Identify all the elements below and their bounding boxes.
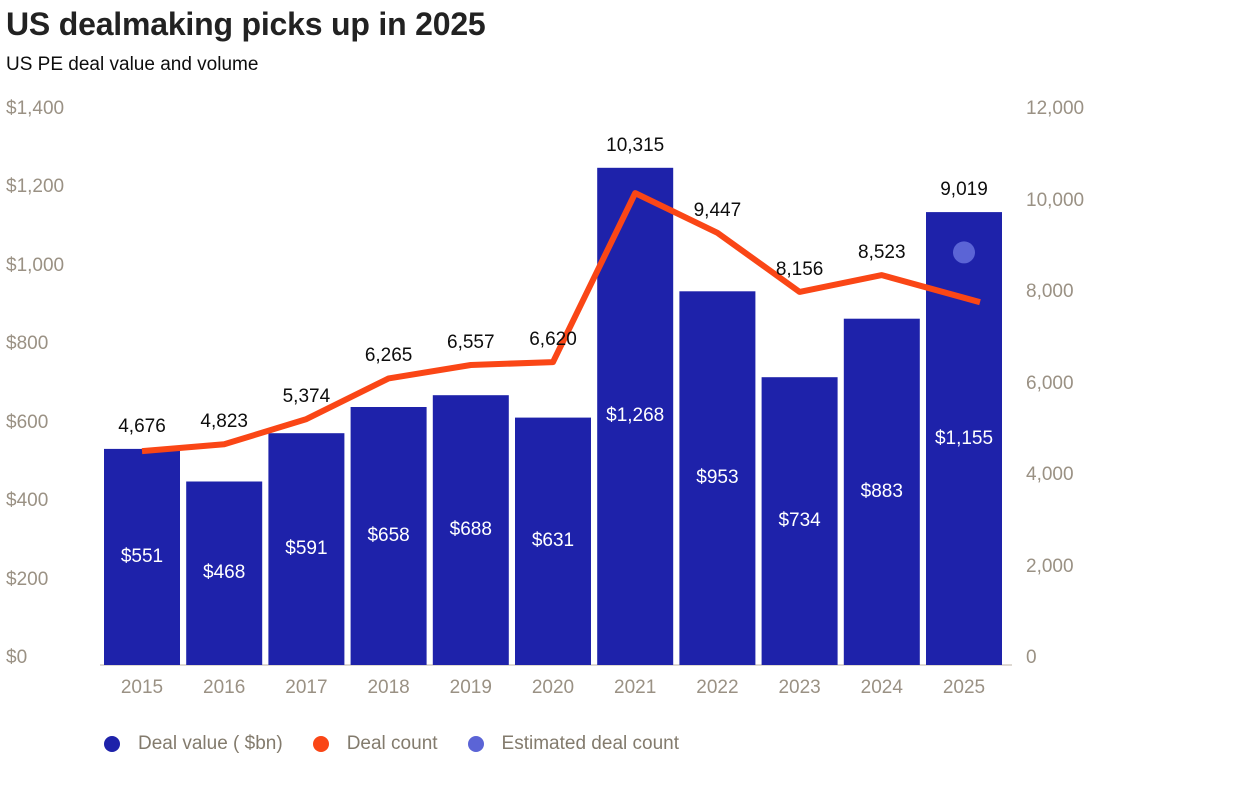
legend-label: Deal value ( $bn) — [138, 733, 283, 754]
legend-item-deal-count: Deal count — [312, 733, 438, 755]
legend-item-estimated-deal-count: Estimated deal count — [467, 733, 679, 755]
legend-item-deal-value-bn-: Deal value ( $bn) — [104, 733, 283, 755]
chart-title: US dealmaking picks up in 2025 — [6, 6, 486, 42]
chart-subtitle: US PE deal value and volume — [6, 54, 259, 75]
bar-2017 — [268, 433, 345, 665]
legend-marker-dot — [312, 736, 329, 752]
bar-2020 — [515, 417, 591, 665]
legend-label: Estimated deal count — [501, 733, 679, 754]
legend-marker-dot — [467, 736, 484, 752]
legend: Deal value ( $bn) Deal count Estimated dea… — [104, 733, 679, 755]
bar-2023 — [761, 377, 838, 665]
bar-2025 — [926, 212, 1002, 665]
bar-2019 — [432, 395, 509, 665]
estimated-deal-count-dot — [953, 241, 975, 264]
deal-count-line — [141, 190, 981, 455]
bar-2018 — [350, 407, 427, 665]
bar-2016 — [186, 481, 263, 665]
bar-2022 — [679, 291, 756, 665]
bar-2024 — [843, 318, 920, 665]
bar-2015 — [104, 448, 180, 665]
legend-marker-dot — [104, 736, 120, 752]
legend-label: Deal count — [346, 733, 438, 754]
